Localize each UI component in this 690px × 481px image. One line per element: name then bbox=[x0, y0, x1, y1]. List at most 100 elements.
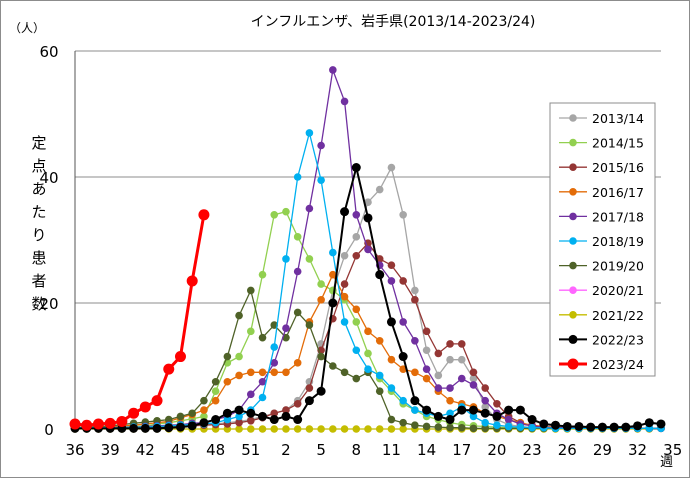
data-point bbox=[551, 420, 561, 430]
data-point bbox=[340, 425, 349, 433]
data-point bbox=[352, 318, 361, 326]
data-point bbox=[434, 349, 443, 358]
series-2023-24 bbox=[69, 209, 210, 431]
x-tick-label: 5 bbox=[316, 441, 326, 459]
data-point bbox=[340, 292, 349, 301]
data-point bbox=[198, 209, 210, 221]
data-point bbox=[481, 384, 490, 392]
data-point bbox=[387, 425, 396, 433]
legend-label: 2016/17 bbox=[592, 185, 644, 200]
data-point bbox=[247, 327, 255, 336]
data-point bbox=[504, 422, 513, 431]
data-point bbox=[329, 66, 337, 74]
legend-swatch-marker bbox=[569, 286, 577, 295]
legend: 2013/14 2014/15 2015/16 2016/17 2017/18 2018/… bbox=[549, 102, 656, 377]
data-point bbox=[211, 415, 221, 425]
data-point bbox=[469, 412, 478, 421]
data-point bbox=[235, 352, 243, 361]
data-point bbox=[282, 425, 290, 433]
data-point bbox=[597, 422, 607, 432]
data-point bbox=[340, 368, 349, 377]
data-point bbox=[317, 296, 325, 304]
legend-item: 2021/22 bbox=[559, 308, 644, 323]
data-point bbox=[258, 393, 267, 402]
data-point bbox=[621, 422, 631, 432]
data-point bbox=[164, 423, 174, 433]
data-point bbox=[481, 403, 490, 411]
data-point bbox=[469, 381, 478, 389]
data-point bbox=[399, 396, 407, 405]
data-point bbox=[223, 377, 232, 386]
data-point bbox=[480, 408, 490, 418]
legend-label: 2017/18 bbox=[592, 209, 644, 224]
data-point bbox=[282, 324, 290, 333]
data-point bbox=[200, 412, 208, 421]
data-point bbox=[387, 415, 396, 424]
data-point bbox=[387, 261, 396, 270]
data-point bbox=[375, 425, 384, 433]
data-point bbox=[270, 343, 279, 351]
data-point bbox=[411, 337, 419, 345]
data-point bbox=[399, 211, 407, 219]
data-point bbox=[399, 277, 407, 285]
data-point bbox=[270, 359, 279, 367]
data-point bbox=[258, 368, 267, 377]
data-point bbox=[176, 412, 185, 421]
data-point bbox=[411, 286, 419, 295]
y-tick-labels: 0 20 40 60 bbox=[39, 43, 58, 439]
x-tick-label: 35 bbox=[663, 441, 682, 459]
data-point bbox=[504, 405, 514, 415]
data-point bbox=[457, 355, 466, 364]
legend-label: 2018/19 bbox=[592, 234, 644, 249]
data-point bbox=[340, 251, 349, 260]
data-point bbox=[387, 355, 396, 364]
data-point bbox=[174, 351, 186, 363]
x-tick-label: 29 bbox=[593, 441, 612, 459]
data-point bbox=[493, 400, 501, 408]
data-point bbox=[422, 374, 431, 383]
data-point bbox=[317, 352, 325, 361]
data-point bbox=[305, 384, 314, 392]
x-tick-label: 48 bbox=[206, 441, 225, 459]
data-point bbox=[258, 333, 267, 342]
data-point bbox=[293, 400, 302, 408]
legend-swatch-marker bbox=[569, 212, 577, 221]
legend-swatch-marker bbox=[569, 188, 577, 196]
y-tick-label: 60 bbox=[39, 43, 58, 61]
legend-item: 2019/20 bbox=[559, 259, 644, 274]
data-point bbox=[586, 422, 596, 432]
x-tick-label: 42 bbox=[136, 441, 155, 459]
data-point bbox=[247, 368, 255, 377]
data-point bbox=[633, 421, 643, 431]
data-point bbox=[539, 419, 549, 429]
data-point bbox=[364, 245, 372, 254]
data-point bbox=[528, 423, 536, 432]
data-point bbox=[422, 422, 431, 431]
x-tick-label: 26 bbox=[558, 441, 577, 459]
legend-swatch-marker bbox=[569, 114, 577, 122]
data-point bbox=[562, 421, 572, 431]
data-point bbox=[282, 406, 290, 414]
x-tick-label: 20 bbox=[487, 441, 506, 459]
data-point bbox=[140, 423, 150, 433]
data-point bbox=[270, 425, 279, 433]
data-point bbox=[481, 418, 490, 427]
data-point bbox=[411, 421, 419, 430]
data-point bbox=[223, 415, 232, 424]
data-point bbox=[375, 337, 384, 345]
data-point bbox=[328, 298, 338, 308]
data-point bbox=[527, 415, 537, 425]
data-point bbox=[399, 318, 407, 326]
data-point bbox=[305, 129, 314, 137]
data-point bbox=[258, 377, 267, 386]
data-point bbox=[128, 407, 140, 419]
data-point bbox=[363, 213, 373, 223]
series-line bbox=[74, 214, 206, 427]
data-point bbox=[352, 233, 361, 241]
data-point bbox=[129, 423, 139, 433]
data-point bbox=[305, 255, 314, 263]
legend-swatch-marker bbox=[567, 358, 579, 370]
series-layer bbox=[69, 66, 666, 433]
data-point bbox=[434, 371, 443, 380]
data-point bbox=[364, 349, 372, 358]
